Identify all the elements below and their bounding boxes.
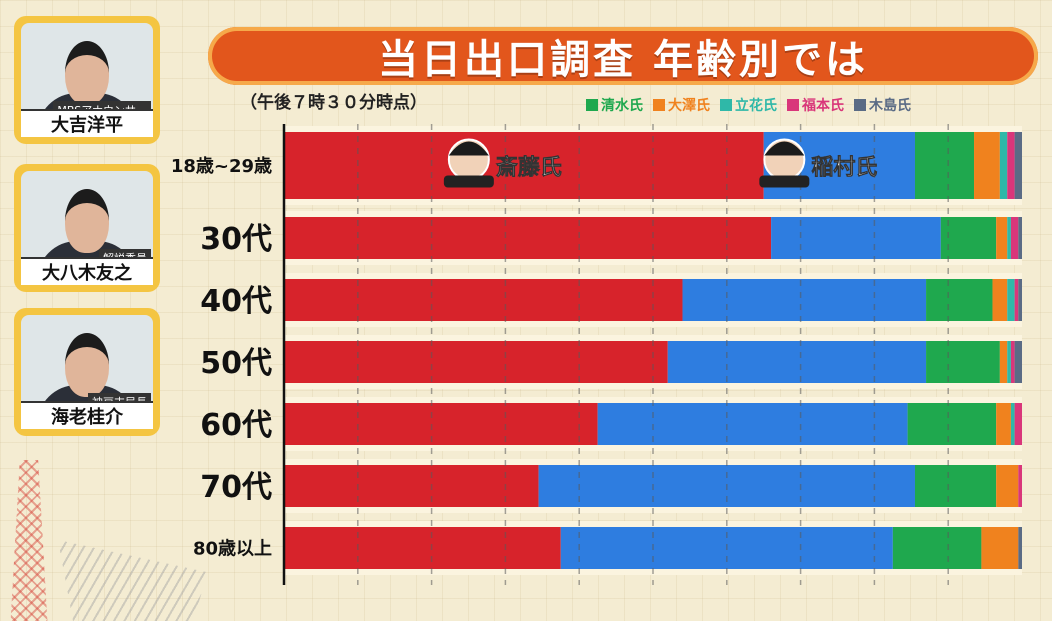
chart-subtitle: （午後７時３０分時点） — [240, 93, 427, 113]
bar-稲村氏-1 — [771, 217, 941, 259]
commentator-panel-3: 神戸支局長 海老桂介 — [14, 308, 160, 436]
bar-清水氏-6 — [892, 527, 982, 569]
bar-label-0: 斎藤氏 — [496, 155, 562, 181]
bar-清水氏-4 — [907, 403, 997, 445]
legend-label-fukumoto: 福本氏 — [802, 98, 844, 114]
legend-label-shimizu: 清水氏 — [601, 98, 643, 114]
bar-清水氏-1 — [940, 217, 997, 259]
bar-大澤氏-4 — [996, 403, 1011, 445]
bar-label-1: 稲村氏 — [811, 156, 877, 181]
bar-立花氏-4 — [1010, 403, 1015, 445]
legend-swatch-fukumoto — [787, 99, 799, 111]
commentator-name-1: 大吉洋平 — [21, 109, 153, 137]
candidate-suit-0 — [443, 175, 494, 188]
person-avatar — [65, 41, 109, 105]
bar-大澤氏-1 — [996, 217, 1008, 259]
bar-木島氏-6 — [1018, 527, 1022, 569]
commentator-name-2: 大八木友之 — [21, 257, 153, 285]
category-label-4: 60代 — [200, 408, 272, 443]
legend-swatch-tachibana — [720, 99, 732, 111]
bar-大澤氏-5 — [996, 465, 1019, 507]
bar-立花氏-3 — [1007, 341, 1011, 383]
category-label-5: 70代 — [200, 470, 272, 505]
bar-稲村氏-4 — [597, 403, 908, 445]
bar-清水氏-2 — [926, 279, 993, 321]
legend-swatch-osawa — [653, 99, 665, 111]
bar-福本氏-2 — [1014, 279, 1019, 321]
legend-item-kijima: 木島氏 — [854, 95, 911, 115]
bar-斎藤氏-3 — [284, 341, 668, 383]
title-banner: 当日出口調査 年齢別では — [208, 27, 1038, 85]
bar-福本氏-0 — [1007, 132, 1015, 199]
bar-大澤氏-0 — [974, 132, 1000, 199]
bar-福本氏-1 — [1010, 217, 1019, 259]
bar-福本氏-3 — [1010, 341, 1015, 383]
person-avatar — [65, 189, 109, 253]
bar-立花氏-0 — [999, 132, 1008, 199]
bar-斎藤氏-0 — [284, 132, 764, 199]
bar-福本氏-5 — [1018, 465, 1022, 507]
bar-斎藤氏-5 — [284, 465, 539, 507]
bar-斎藤氏-6 — [284, 527, 561, 569]
legend-label-tachibana: 立花氏 — [735, 98, 777, 114]
bar-大澤氏-3 — [999, 341, 1008, 383]
candidate-suit-1 — [759, 175, 810, 188]
commentator-panel-1: MBSアナウンサー 大吉洋平 — [14, 16, 160, 144]
category-label-6: 80歳以上 — [193, 538, 272, 559]
bar-木島氏-2 — [1018, 279, 1022, 321]
category-label-2: 40代 — [200, 284, 272, 319]
category-label-1: 30代 — [200, 222, 272, 257]
bar-清水氏-0 — [914, 132, 975, 199]
bar-木島氏-0 — [1014, 132, 1022, 199]
bar-大澤氏-2 — [992, 279, 1008, 321]
bar-斎藤氏-2 — [284, 279, 683, 321]
commentator-panel-2: 解説委員 大八木友之 — [14, 164, 160, 292]
bar-清水氏-3 — [926, 341, 1000, 383]
legend-label-osawa: 大澤氏 — [668, 98, 710, 114]
candidate-hair-1 — [764, 141, 805, 156]
bar-斎藤氏-4 — [284, 403, 598, 445]
legend-item-shimizu: 清水氏 — [586, 95, 643, 115]
bar-木島氏-3 — [1014, 341, 1022, 383]
legend-label-kijima: 木島氏 — [869, 98, 911, 114]
chart-legend: 清水氏 大澤氏 立花氏 福本氏 木島氏 — [586, 95, 911, 115]
legend-swatch-shimizu — [586, 99, 598, 111]
commentator-name-3: 海老桂介 — [21, 401, 153, 429]
person-avatar — [65, 333, 109, 397]
bar-立花氏-1 — [1007, 217, 1011, 259]
legend-swatch-kijima — [854, 99, 866, 111]
bar-斎藤氏-1 — [284, 217, 772, 259]
legend-item-tachibana: 立花氏 — [720, 95, 777, 115]
bar-大澤氏-6 — [981, 527, 1019, 569]
category-label-0: 18歳~29歳 — [171, 156, 272, 177]
legend-item-osawa: 大澤氏 — [653, 95, 710, 115]
legend-item-fukumoto: 福本氏 — [787, 95, 844, 115]
bar-稲村氏-2 — [682, 279, 927, 321]
category-label-3: 50代 — [200, 346, 272, 381]
bar-福本氏-4 — [1014, 403, 1022, 445]
bar-立花氏-2 — [1007, 279, 1015, 321]
bar-稲村氏-3 — [667, 341, 927, 383]
bar-木島氏-1 — [1018, 217, 1022, 259]
bar-清水氏-5 — [914, 465, 997, 507]
page-title: 当日出口調査 年齢別では — [378, 37, 868, 83]
candidate-hair-0 — [448, 141, 489, 156]
